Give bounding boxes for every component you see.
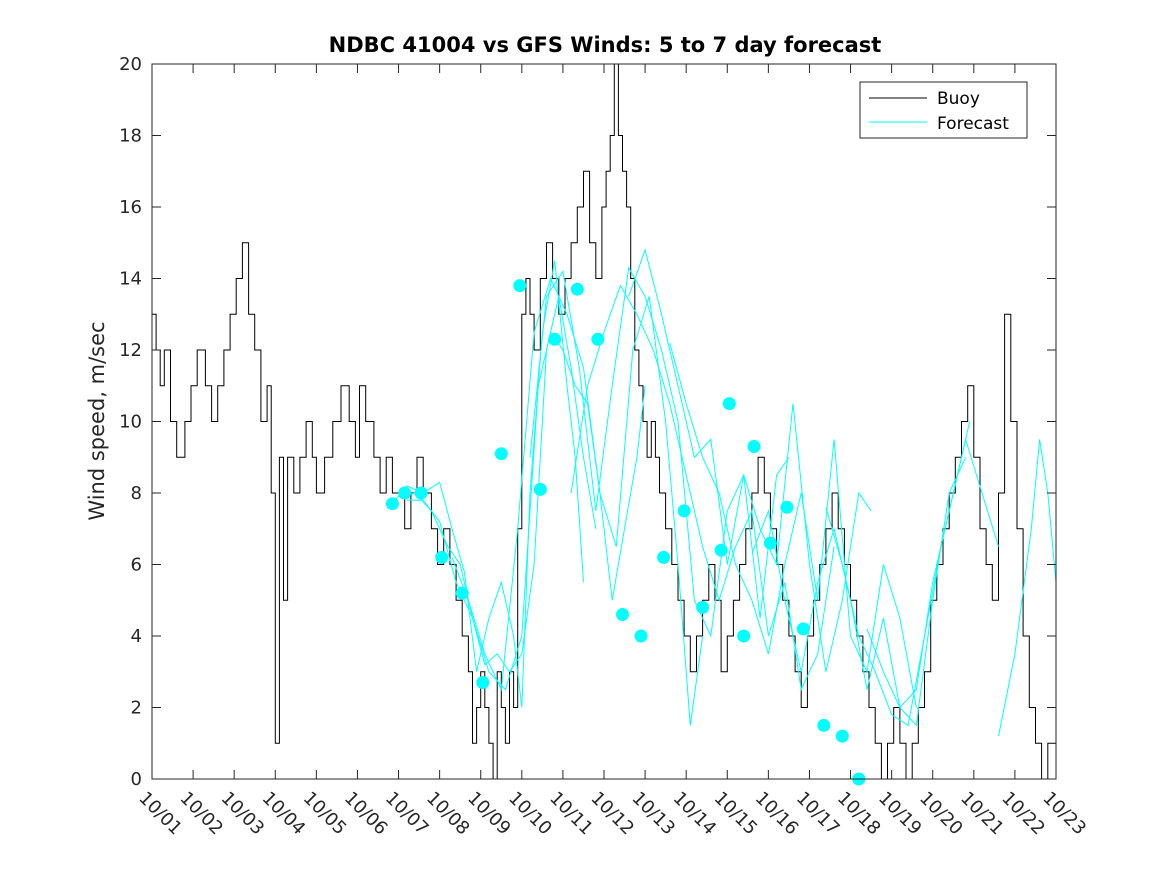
x-tick-label: 10/01 [134, 788, 186, 840]
legend-label-forecast: Forecast [937, 114, 1009, 134]
y-tick-label: 12 [119, 340, 142, 361]
x-tick-label: 10/02 [176, 788, 228, 840]
forecast-line-2 [398, 296, 597, 673]
axes-layer [151, 63, 1057, 780]
forecast-marker [796, 622, 810, 636]
x-tick-label: 10/06 [340, 788, 392, 840]
forecast-marker [548, 332, 562, 346]
forecast-line-5 [529, 266, 790, 638]
forecast-marker [398, 486, 412, 500]
x-tick-label: 10/10 [504, 788, 556, 840]
plot-area [152, 64, 1056, 779]
forecast-marker [533, 482, 547, 496]
x-tick-label: 10/08 [422, 788, 474, 840]
x-tick-label: 10/23 [1038, 788, 1090, 840]
x-tick-label: 10/05 [299, 788, 351, 840]
x-tick-label: 10/13 [628, 788, 680, 840]
forecast-marker [737, 629, 751, 643]
x-tick-label: 10/03 [217, 788, 269, 840]
y-tick-label: 6 [131, 555, 142, 576]
y-axis-label: Wind speed, m/sec [85, 321, 109, 520]
x-tick-label: 10/20 [915, 788, 967, 840]
x-tick-label: 10/14 [669, 788, 721, 840]
x-tick-label: 10/19 [874, 788, 926, 840]
forecast-line-9 [751, 457, 967, 727]
forecast-marker [513, 279, 527, 293]
x-tick-label: 10/17 [792, 788, 844, 840]
forecast-marker [435, 550, 449, 564]
legend-box [859, 81, 1028, 139]
forecast-marker [780, 500, 794, 514]
forecast-marker [414, 486, 428, 500]
forecast-line-1 [392, 260, 584, 708]
forecast-marker [763, 536, 777, 550]
forecast-marker [714, 543, 728, 557]
legend: Buoy Forecast [859, 81, 1028, 139]
forecast-line-8 [669, 342, 917, 708]
x-tick-labels: 10/0110/0210/0310/0410/0510/0610/0710/08… [134, 788, 1090, 840]
forecast-line-7 [628, 248, 872, 672]
y-tick-label: 10 [119, 412, 142, 433]
forecast-marker [677, 504, 691, 518]
buoy-series-line [152, 63, 1057, 780]
x-tick-label: 10/15 [710, 788, 762, 840]
forecast-marker [835, 729, 849, 743]
forecast-marker [455, 586, 469, 600]
chart-title: NDBC 41004 vs GFS Winds: 5 to 7 day fore… [329, 33, 882, 57]
y-tick-label: 20 [119, 54, 142, 75]
forecast-marker [657, 550, 671, 564]
forecast-marker [570, 282, 584, 296]
y-tick-label: 2 [131, 698, 142, 719]
forecast-line-12 [998, 439, 1057, 737]
legend-label-buoy: Buoy [937, 89, 980, 109]
x-tick-label: 10/11 [545, 788, 597, 840]
forecast-marker [634, 629, 648, 643]
x-tick-label: 10/12 [586, 788, 638, 840]
forecast-marker [747, 440, 761, 453]
x-tick-label: 10/09 [463, 788, 515, 840]
y-tick-label: 16 [119, 197, 142, 218]
forecast-line-4 [451, 277, 704, 726]
forecast-marker [616, 608, 629, 621]
forecast-marker [385, 497, 399, 511]
x-tick-label: 10/07 [381, 788, 433, 840]
x-tick-label: 10/16 [751, 788, 803, 840]
x-tick-label: 10/21 [956, 788, 1008, 840]
forecast-line-6 [570, 284, 835, 692]
forecast-marker [494, 447, 508, 461]
forecast-marker [722, 397, 736, 411]
x-tick-label: 10/04 [258, 788, 310, 840]
forecast-marker [817, 718, 831, 732]
y-tick-label: 8 [131, 483, 142, 504]
y-tick-label: 0 [131, 769, 142, 790]
y-tick-label: 14 [119, 269, 142, 290]
series-layer [152, 63, 1057, 786]
forecast-marker [476, 676, 490, 689]
forecast-marker [696, 600, 710, 614]
forecast-marker [591, 332, 605, 346]
y-tick-labels: 0 2 4 6 8 10 12 14 16 18 20 [119, 54, 142, 790]
y-tick-label: 4 [131, 626, 142, 647]
forecast-line-3 [406, 330, 646, 691]
x-tick-label: 10/22 [997, 788, 1049, 840]
forecast-line-11 [866, 437, 999, 709]
y-tick-label: 18 [119, 126, 142, 147]
x-tick-label: 10/18 [833, 788, 885, 840]
